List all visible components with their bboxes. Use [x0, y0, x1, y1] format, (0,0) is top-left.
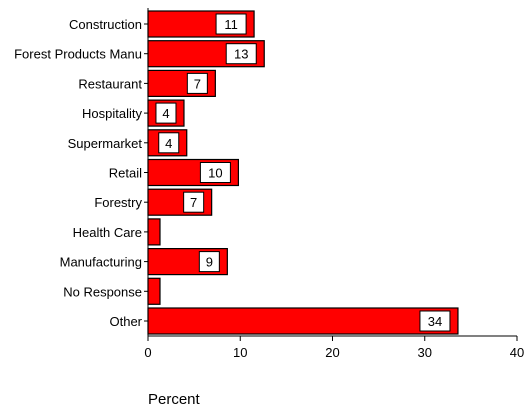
y-tick-label-supermarket: Supermarket — [68, 136, 143, 151]
y-tick-label-manufacturing: Manufacturing — [60, 255, 142, 270]
data-label-box-restaurant — [186, 72, 208, 94]
data-label-forestry: 7 — [190, 195, 197, 210]
bar-health-care — [147, 218, 161, 246]
bar-other — [147, 307, 459, 335]
data-label-box-retail — [199, 162, 231, 183]
x-tick-label-0: 0 — [144, 345, 151, 360]
data-label-supermarket: 4 — [165, 136, 172, 151]
data-labels-layer: 11 13 7 4 4 10 7 9 34 — [155, 13, 451, 332]
data-label-box-construction — [215, 13, 247, 35]
data-label-box-manufacturing — [198, 251, 220, 273]
y-tick-label-restaurant: Restaurant — [78, 76, 142, 91]
y-tick-label-other: Other — [109, 314, 142, 329]
y-tick-label-no-response: No Response — [63, 284, 142, 299]
y-tick-label-forestry: Forestry — [94, 195, 142, 210]
data-label-forest-products-manu: 13 — [234, 47, 248, 62]
x-tick-label-30: 30 — [418, 345, 432, 360]
data-label-construction: 11 — [224, 17, 238, 32]
y-tick-label-forest-products-manu: Forest Products Manu — [14, 47, 142, 62]
data-label-manufacturing: 9 — [206, 255, 213, 270]
data-label-restaurant: 7 — [194, 76, 201, 91]
data-label-box-other — [419, 310, 451, 332]
ticks-layer: Construction Forest Products Manu Restaura… — [14, 17, 524, 360]
data-label-box-forest-products-manu — [225, 43, 257, 65]
y-tick-label-construction: Construction — [69, 17, 142, 32]
bars-layer — [147, 10, 459, 335]
x-tick-label-40: 40 — [510, 345, 524, 360]
data-label-hospitality: 4 — [162, 106, 169, 121]
y-tick-label-hospitality: Hospitality — [82, 106, 142, 121]
y-tick-label-retail: Retail — [109, 166, 142, 181]
x-tick-label-10: 10 — [233, 345, 247, 360]
x-axis-title: Percent — [148, 391, 201, 408]
x-tick-label-20: 20 — [325, 345, 339, 360]
data-label-box-hospitality — [155, 102, 177, 124]
y-tick-label-health-care: Health Care — [73, 225, 142, 240]
bar-no-response — [147, 277, 161, 305]
data-label-box-supermarket — [158, 132, 180, 154]
data-label-box-forestry — [183, 191, 205, 213]
data-label-other: 34 — [428, 314, 442, 329]
data-label-retail: 10 — [208, 166, 222, 181]
